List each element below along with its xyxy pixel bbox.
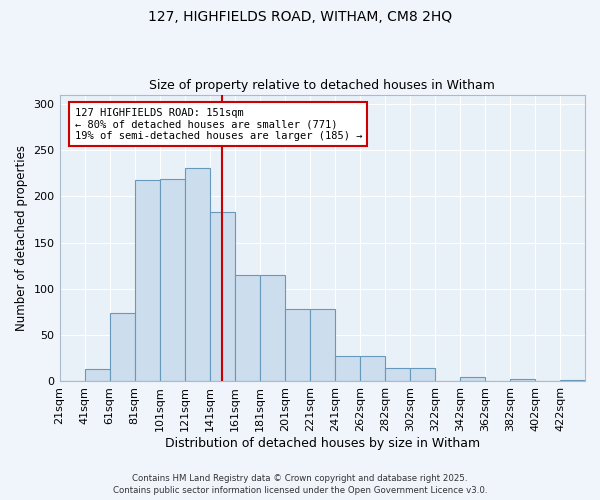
Title: Size of property relative to detached houses in Witham: Size of property relative to detached ho… [149, 79, 495, 92]
Bar [85, 370, 110, 382]
Bar [335, 356, 360, 382]
Text: 127 HIGHFIELDS ROAD: 151sqm
← 80% of detached houses are smaller (771)
19% of se: 127 HIGHFIELDS ROAD: 151sqm ← 80% of det… [74, 108, 362, 140]
Bar [410, 368, 435, 382]
Bar [510, 378, 535, 382]
Bar [209, 212, 235, 382]
Y-axis label: Number of detached properties: Number of detached properties [15, 145, 28, 331]
Bar [360, 356, 385, 382]
Text: Contains HM Land Registry data © Crown copyright and database right 2025.
Contai: Contains HM Land Registry data © Crown c… [113, 474, 487, 495]
X-axis label: Distribution of detached houses by size in Witham: Distribution of detached houses by size … [165, 437, 480, 450]
Bar [385, 368, 410, 382]
Bar [110, 313, 134, 382]
Bar [185, 168, 209, 382]
Bar [235, 275, 260, 382]
Text: 127, HIGHFIELDS ROAD, WITHAM, CM8 2HQ: 127, HIGHFIELDS ROAD, WITHAM, CM8 2HQ [148, 10, 452, 24]
Bar [310, 310, 335, 382]
Bar [460, 377, 485, 382]
Bar [260, 275, 285, 382]
Bar [285, 310, 310, 382]
Bar [160, 179, 185, 382]
Bar [560, 380, 585, 382]
Bar [134, 180, 160, 382]
